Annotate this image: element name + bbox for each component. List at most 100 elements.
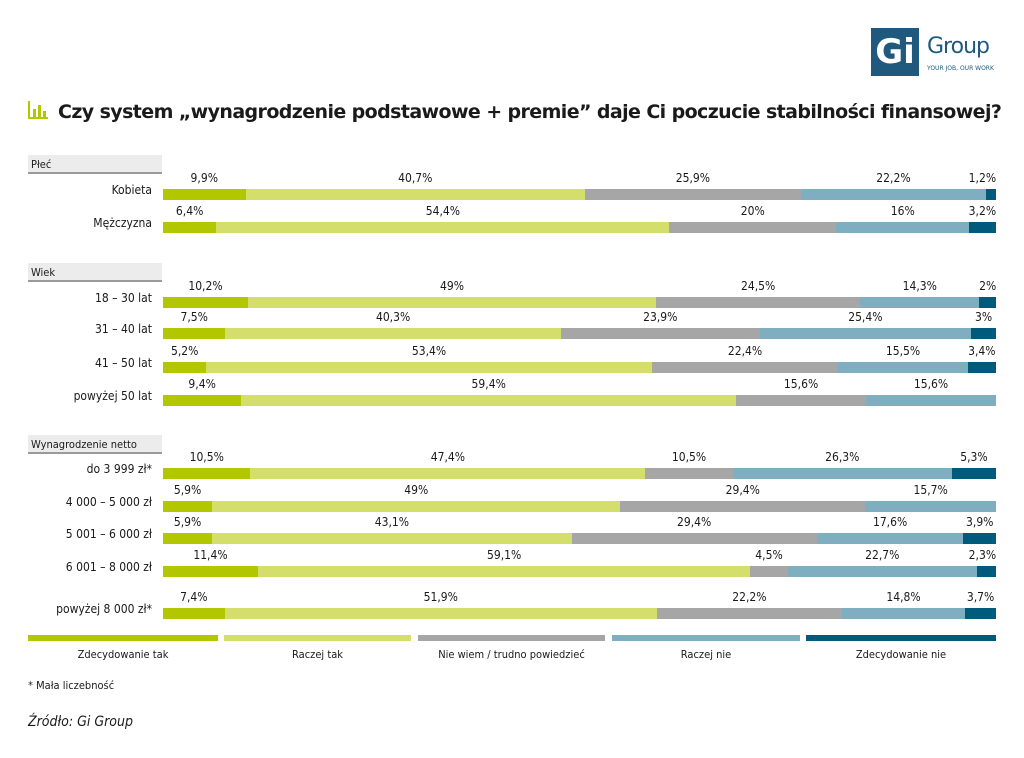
value-label: 11,4% bbox=[193, 548, 228, 562]
value-label: 7,5% bbox=[180, 310, 208, 324]
legend-label: Zdecydowanie nie bbox=[855, 648, 947, 661]
source: Źródło: Gi Group bbox=[28, 714, 133, 730]
value-label: 9,9% bbox=[190, 171, 218, 185]
bar-segment bbox=[571, 533, 817, 544]
bar-segment bbox=[985, 189, 996, 200]
value-label: 10,5% bbox=[189, 450, 224, 464]
legend-label: Raczej tak bbox=[292, 648, 343, 661]
bar-segment bbox=[669, 222, 837, 233]
bar-segment bbox=[656, 608, 842, 619]
bar-segment bbox=[163, 362, 207, 373]
gi-group-logo: Gi Group YOUR JOB, OUR WORK bbox=[871, 28, 996, 76]
bar-segment bbox=[212, 533, 572, 544]
legend-swatch bbox=[418, 635, 605, 641]
value-label: 15,5% bbox=[885, 344, 921, 358]
bar-segment bbox=[865, 501, 996, 512]
value-label: 10,5% bbox=[671, 450, 707, 464]
value-label: 25,4% bbox=[848, 310, 883, 324]
bar-segment bbox=[163, 566, 258, 577]
value-label: 10,2% bbox=[188, 279, 223, 293]
logo-mark: Gi bbox=[871, 28, 919, 76]
bar-segment bbox=[163, 189, 246, 200]
value-label: 15,6% bbox=[783, 377, 819, 391]
value-label: 40,3% bbox=[375, 310, 411, 324]
bar-segment bbox=[241, 395, 737, 406]
value-label: 14,8% bbox=[886, 590, 921, 604]
value-label: 5,2% bbox=[170, 344, 199, 358]
bar-segment bbox=[163, 222, 217, 233]
bar-segment bbox=[836, 222, 970, 233]
value-label: 6,4% bbox=[175, 204, 204, 218]
value-label: 22,2% bbox=[732, 590, 767, 604]
bar-segment bbox=[225, 328, 561, 339]
value-label: 47,4% bbox=[430, 450, 466, 464]
bar-segment bbox=[216, 222, 670, 233]
bar-segment bbox=[163, 328, 226, 339]
value-label: 3,2% bbox=[968, 204, 997, 218]
bar-chart-icon bbox=[28, 101, 48, 119]
bar-segment bbox=[736, 395, 867, 406]
value-label: 49% bbox=[404, 483, 429, 497]
bar-segment bbox=[750, 566, 788, 577]
value-label: 16% bbox=[890, 204, 915, 218]
bar-segment bbox=[800, 189, 986, 200]
legend-swatch bbox=[612, 635, 800, 641]
bar-segment bbox=[866, 395, 996, 406]
bar-segment bbox=[163, 533, 213, 544]
value-label: 3,7% bbox=[966, 590, 995, 604]
bar-segment bbox=[560, 328, 760, 339]
value-label: 29,4% bbox=[676, 515, 712, 529]
value-label: 20% bbox=[740, 204, 765, 218]
bar-segment bbox=[732, 468, 952, 479]
bar-segment bbox=[963, 533, 996, 544]
bar-segment bbox=[163, 297, 248, 308]
value-label: 25,9% bbox=[675, 171, 711, 185]
value-label: 59,1% bbox=[486, 548, 522, 562]
logo-name: Group bbox=[927, 34, 990, 59]
row-label: do 3 999 zł* bbox=[86, 462, 152, 476]
value-label: 51,9% bbox=[423, 590, 458, 604]
value-label: 14,3% bbox=[902, 279, 937, 293]
value-label: 3% bbox=[974, 310, 993, 324]
bar-segment bbox=[816, 533, 964, 544]
row-label: Kobieta bbox=[111, 183, 152, 197]
chart-title: Czy system „wynagrodzenie podstawowe + p… bbox=[58, 101, 1002, 123]
value-label: 4,5% bbox=[755, 548, 783, 562]
legend-label: Raczej nie bbox=[680, 648, 732, 661]
bar-segment bbox=[651, 362, 839, 373]
footnote: * Mała liczebność bbox=[28, 679, 115, 692]
bar-segment bbox=[759, 328, 972, 339]
legend-swatch bbox=[806, 635, 996, 641]
bar-segment bbox=[206, 362, 652, 373]
bar-segment bbox=[645, 468, 733, 479]
value-label: 7,4% bbox=[180, 590, 208, 604]
bar-segment bbox=[245, 189, 585, 200]
value-label: 24,5% bbox=[741, 279, 776, 293]
group-header: Płeć bbox=[28, 155, 162, 174]
value-label: 9,4% bbox=[188, 377, 216, 391]
bar-segment bbox=[965, 608, 996, 619]
value-label: 54,4% bbox=[425, 204, 461, 218]
value-label: 49% bbox=[440, 279, 465, 293]
value-label: 1,2% bbox=[968, 171, 997, 185]
value-label: 43,1% bbox=[374, 515, 410, 529]
row-label: Mężczyzna bbox=[93, 216, 152, 230]
value-label: 22,7% bbox=[865, 548, 900, 562]
value-label: 22,2% bbox=[876, 171, 911, 185]
bar-segment bbox=[841, 608, 966, 619]
value-label: 29,4% bbox=[725, 483, 760, 497]
bar-segment bbox=[257, 566, 751, 577]
bar-segment bbox=[969, 222, 996, 233]
value-label: 59,4% bbox=[471, 377, 506, 391]
bar-segment bbox=[163, 395, 242, 406]
value-label: 53,4% bbox=[411, 344, 447, 358]
row-label: 6 001 – 8 000 zł bbox=[65, 560, 152, 574]
value-label: 2% bbox=[979, 279, 997, 293]
group-header: Wynagrodzenie netto bbox=[28, 435, 162, 454]
bar-segment bbox=[163, 501, 213, 512]
value-label: 15,7% bbox=[913, 483, 948, 497]
value-label: 15,6% bbox=[913, 377, 949, 391]
group-header: Wiek bbox=[28, 263, 162, 282]
row-label: powyżej 8 000 zł* bbox=[56, 602, 152, 616]
